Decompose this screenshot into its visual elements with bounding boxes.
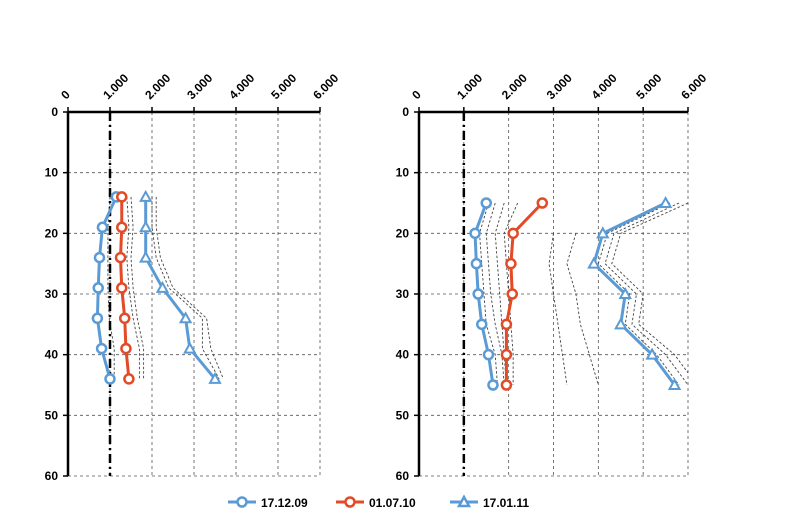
- legend-item-1: 17.12.09: [228, 496, 308, 510]
- data-point: [139, 189, 153, 202]
- y-tick-label: 60: [396, 469, 410, 483]
- data-point: [476, 318, 488, 331]
- data-point: [114, 251, 127, 264]
- x-tick-label: 5.000: [633, 71, 664, 102]
- data-point: [95, 342, 108, 355]
- data-point: [91, 312, 104, 325]
- y-tick-label: 30: [396, 287, 410, 301]
- x-tick-label: 3.000: [184, 71, 215, 102]
- range-line-4: [503, 202, 519, 385]
- x-tick-label: 4.000: [226, 71, 257, 102]
- data-point: [116, 221, 128, 234]
- legend-marker-1: [236, 496, 248, 508]
- series-2: [500, 197, 549, 391]
- y-tick-label: 30: [45, 287, 59, 301]
- legend-label-1: 17.12.09: [261, 496, 308, 510]
- x-tick-label: 1.000: [454, 71, 485, 102]
- series-3: [587, 195, 682, 390]
- chart-panel-2: 0 1.000 2.000 3.000 4.000 5.000 6.000 0 10 20 30 40…: [396, 71, 710, 483]
- data-point: [506, 288, 519, 300]
- x-tick-label: 3.000: [544, 71, 575, 102]
- data-point: [480, 197, 492, 209]
- data-point: [645, 347, 659, 360]
- x-tick-label: 1.000: [100, 71, 131, 102]
- legend: 17.12.09 01.07.10 17.01.11: [228, 494, 529, 510]
- series-2: [114, 191, 135, 385]
- legend-marker-3: [456, 494, 472, 508]
- data-point: [116, 191, 128, 203]
- data-point: [505, 257, 517, 270]
- data-point: [596, 226, 610, 239]
- range-line-7: [597, 202, 680, 386]
- data-point: [123, 373, 135, 385]
- data-point: [178, 311, 193, 324]
- y-tick-label: 40: [396, 348, 410, 362]
- y-tick-label: 0: [402, 105, 409, 119]
- data-point: [500, 318, 513, 331]
- data-point: [482, 348, 495, 361]
- data-point: [658, 195, 673, 208]
- data-point: [155, 280, 170, 293]
- data-point: [93, 251, 106, 264]
- data-point: [116, 282, 128, 294]
- data-point: [487, 379, 499, 391]
- x-tick-label: 2.000: [499, 71, 530, 102]
- legend-marker-2: [344, 496, 356, 508]
- x-tick-label: 6.000: [678, 71, 709, 102]
- range-line-2: [126, 196, 140, 379]
- data-point: [470, 257, 483, 270]
- data-point: [139, 220, 153, 233]
- data-point: [667, 377, 682, 390]
- data-point: [614, 317, 628, 330]
- data-point: [118, 312, 131, 325]
- data-point: [500, 379, 513, 391]
- x-tick-label: 2.000: [142, 71, 173, 102]
- y-tick-label: 40: [45, 348, 59, 362]
- data-point: [92, 282, 104, 294]
- data-point: [139, 250, 153, 263]
- data-point: [96, 221, 109, 234]
- data-point: [507, 227, 519, 240]
- y-tick-label: 50: [396, 408, 410, 422]
- data-point: [183, 341, 197, 354]
- x-tick-label: 5.000: [268, 71, 299, 102]
- y-tick-label: 20: [45, 226, 59, 240]
- legend-item-3: 17.01.11: [450, 494, 529, 510]
- data-point: [120, 342, 132, 355]
- series-1: [469, 197, 499, 391]
- y-tick-label: 20: [396, 226, 410, 240]
- x-tick-label: 0: [58, 87, 73, 102]
- x-tick-label: 4.000: [589, 71, 620, 102]
- data-point: [472, 288, 484, 300]
- x-tick-label: 0: [409, 87, 424, 102]
- legend-item-2: 01.07.10: [336, 496, 416, 510]
- range-line-6: [566, 233, 599, 386]
- chart-panel-1: 0 1.000 2.000 3.000 4.000 5.000 6.000 0 10 20 30 40…: [45, 71, 342, 483]
- x-tick-label: 6.000: [310, 71, 341, 102]
- data-point: [469, 227, 481, 240]
- data-point: [587, 256, 601, 269]
- data-point: [536, 197, 549, 209]
- range-line-1: [107, 196, 115, 379]
- y-tick-label: 10: [396, 166, 410, 180]
- y-tick-label: 60: [45, 469, 59, 483]
- range-line-9: [611, 202, 689, 374]
- range-line-8: [604, 202, 689, 386]
- y-tick-label: 10: [45, 166, 59, 180]
- data-point: [500, 348, 513, 361]
- y-tick-label: 50: [45, 408, 59, 422]
- range-line-5: [548, 233, 568, 386]
- data-point: [104, 373, 116, 385]
- series-3: [139, 189, 222, 384]
- legend-label-2: 01.07.10: [369, 496, 416, 510]
- legend-label-3: 17.01.11: [483, 496, 529, 510]
- data-point: [618, 286, 632, 299]
- range-line-3: [130, 196, 145, 379]
- y-tick-label: 0: [51, 105, 58, 119]
- data-point: [208, 371, 222, 384]
